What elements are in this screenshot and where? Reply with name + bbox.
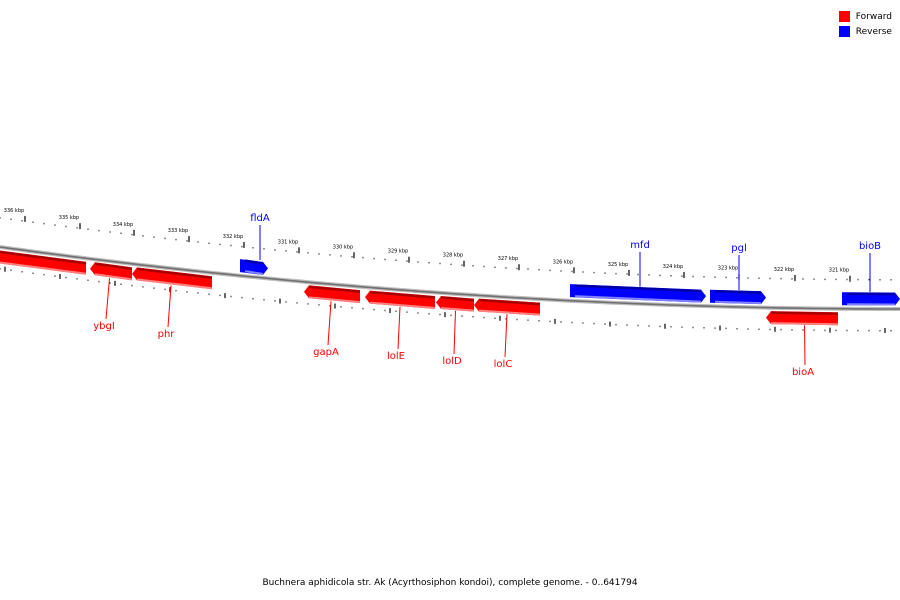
gene-ybgI-leader <box>105 278 110 320</box>
gene-gapA-highlight <box>308 296 361 304</box>
gene-phr-shade <box>136 267 213 280</box>
gene-bioB-arrow <box>842 292 900 306</box>
legend-reverse-label: Reverse <box>855 26 892 37</box>
backbone-line <box>0 246 900 310</box>
gene-lolC-leader <box>504 314 508 358</box>
forward-swatch <box>838 11 850 22</box>
scale-label: 331 kbp <box>278 239 298 245</box>
gene-lolE-leader <box>397 306 401 350</box>
gene-lolC-shade <box>478 298 541 306</box>
gene-fldA-highlight <box>244 270 264 275</box>
scale-label: 328 kbp <box>443 253 463 259</box>
reverse-swatch <box>838 26 850 37</box>
gene-mfd-highlight <box>574 295 702 303</box>
gene-lolD-shade <box>440 296 475 302</box>
gene-ybgI-label: ybgI <box>93 321 115 332</box>
legend-reverse: Reverse <box>838 24 892 39</box>
gene-mfd-label: mfd <box>630 240 650 251</box>
gene-gapA-shade <box>308 285 361 293</box>
gene-phr-label: phr <box>158 329 176 340</box>
legend-forward: Forward <box>838 9 892 24</box>
scale-label: 326 kbp <box>553 259 573 265</box>
gene-pgl-label: pgl <box>731 243 746 254</box>
gene-bioA-leader <box>804 325 806 366</box>
gene-mfd-shade <box>574 284 702 293</box>
gene-lolC-highlight <box>478 309 541 316</box>
gene-phr-leader <box>167 285 172 328</box>
scale-label: 335 kbp <box>59 215 79 221</box>
gene-pgl-highlight <box>714 300 762 305</box>
scale-label: 330 kbp <box>333 244 353 250</box>
gene-fldA-shade <box>244 259 264 265</box>
scale-label: 327 kbp <box>498 256 518 262</box>
gene-lolE-highlight <box>369 301 436 309</box>
legend: Forward Reverse <box>838 9 892 39</box>
gene-gapA-label: gapA <box>313 347 339 358</box>
gene-pgl-shade <box>714 289 762 294</box>
scale-label: 322 kbp <box>774 267 794 273</box>
gene-lolE-shade <box>369 290 436 299</box>
scale-label: 334 kbp <box>113 222 133 228</box>
scale-label: 324 kbp <box>663 264 683 270</box>
gene-lolD-highlight <box>440 307 475 312</box>
gene-ybgI-highlight <box>94 273 133 281</box>
legend-forward-label: Forward <box>855 11 892 22</box>
scale-label: 323 kbp <box>718 266 738 272</box>
unlabeled-forward-highlight <box>0 261 87 275</box>
gene-lolD-label: lolD <box>442 356 462 367</box>
gene-bioA-highlight <box>770 322 839 326</box>
gene-lolC-label: lolC <box>494 359 513 370</box>
gene-bioB-label: bioB <box>859 241 881 252</box>
gene-phr-highlight <box>136 278 213 290</box>
gene-lolD-leader <box>453 310 456 355</box>
scale-label: 332 kbp <box>223 234 243 240</box>
scale-label: 321 kbp <box>829 268 849 274</box>
gene-lolE-label: lolE <box>387 351 405 362</box>
gene-fldA-label: fldA <box>250 213 270 224</box>
unlabeled-forward-arrow <box>0 250 86 275</box>
gene-bioA-shade <box>770 311 839 315</box>
gene-gapA-leader <box>327 301 332 346</box>
unlabeled-forward-shade <box>0 250 87 265</box>
gene-bioA-label: bioA <box>792 367 814 378</box>
gene-phr-arrow <box>132 267 212 290</box>
genome-caption: Buchnera aphidicola str. Ak (Acyrthosiph… <box>262 578 638 588</box>
scale-label: 336 kbp <box>4 208 24 214</box>
scale-label: 329 kbp <box>388 249 408 255</box>
scale-label: 325 kbp <box>608 262 628 268</box>
scale-label: 333 kbp <box>168 228 188 234</box>
gene-ybgI-shade <box>94 262 133 271</box>
